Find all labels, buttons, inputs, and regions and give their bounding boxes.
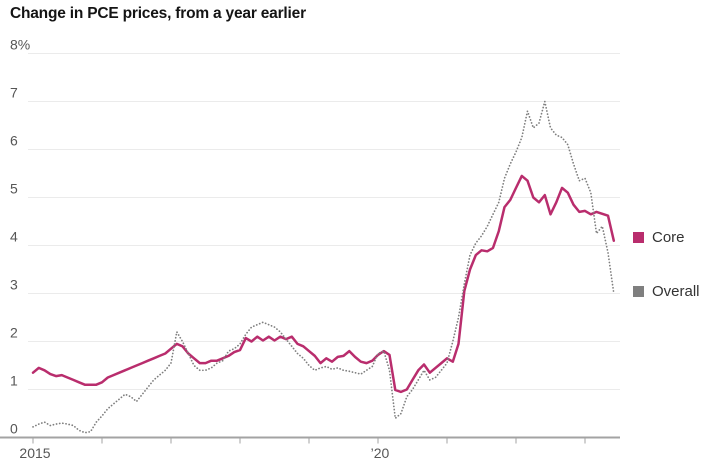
y-axis-tick-label: 1 (10, 373, 18, 389)
y-axis-tick-label: 3 (10, 277, 18, 293)
y-axis-tick-label: 8% (10, 37, 30, 53)
y-axis-tick-label: 7 (10, 85, 18, 101)
overall-line (32, 101, 615, 434)
overall-swatch-icon (633, 286, 644, 297)
y-axis-tick-label: 4 (10, 229, 18, 245)
legend-core-label: Core (652, 229, 685, 246)
y-axis-tick-label: 2 (10, 325, 18, 341)
x-axis-tick-label: 2015 (19, 445, 50, 461)
y-axis-tick-label: 6 (10, 133, 18, 149)
y-axis-tick-label: 5 (10, 181, 18, 197)
chart-title: Change in PCE prices, from a year earlie… (10, 5, 306, 22)
legend-overall-label: Overall (652, 283, 700, 300)
legend-item-core: Core (633, 229, 685, 246)
x-axis-tick-label: ’20 (371, 445, 390, 461)
legend-item-overall: Overall (633, 283, 700, 300)
y-axis-tick-label: 0 (10, 421, 18, 437)
core-line (31, 174, 616, 394)
core-swatch-icon (633, 232, 644, 243)
